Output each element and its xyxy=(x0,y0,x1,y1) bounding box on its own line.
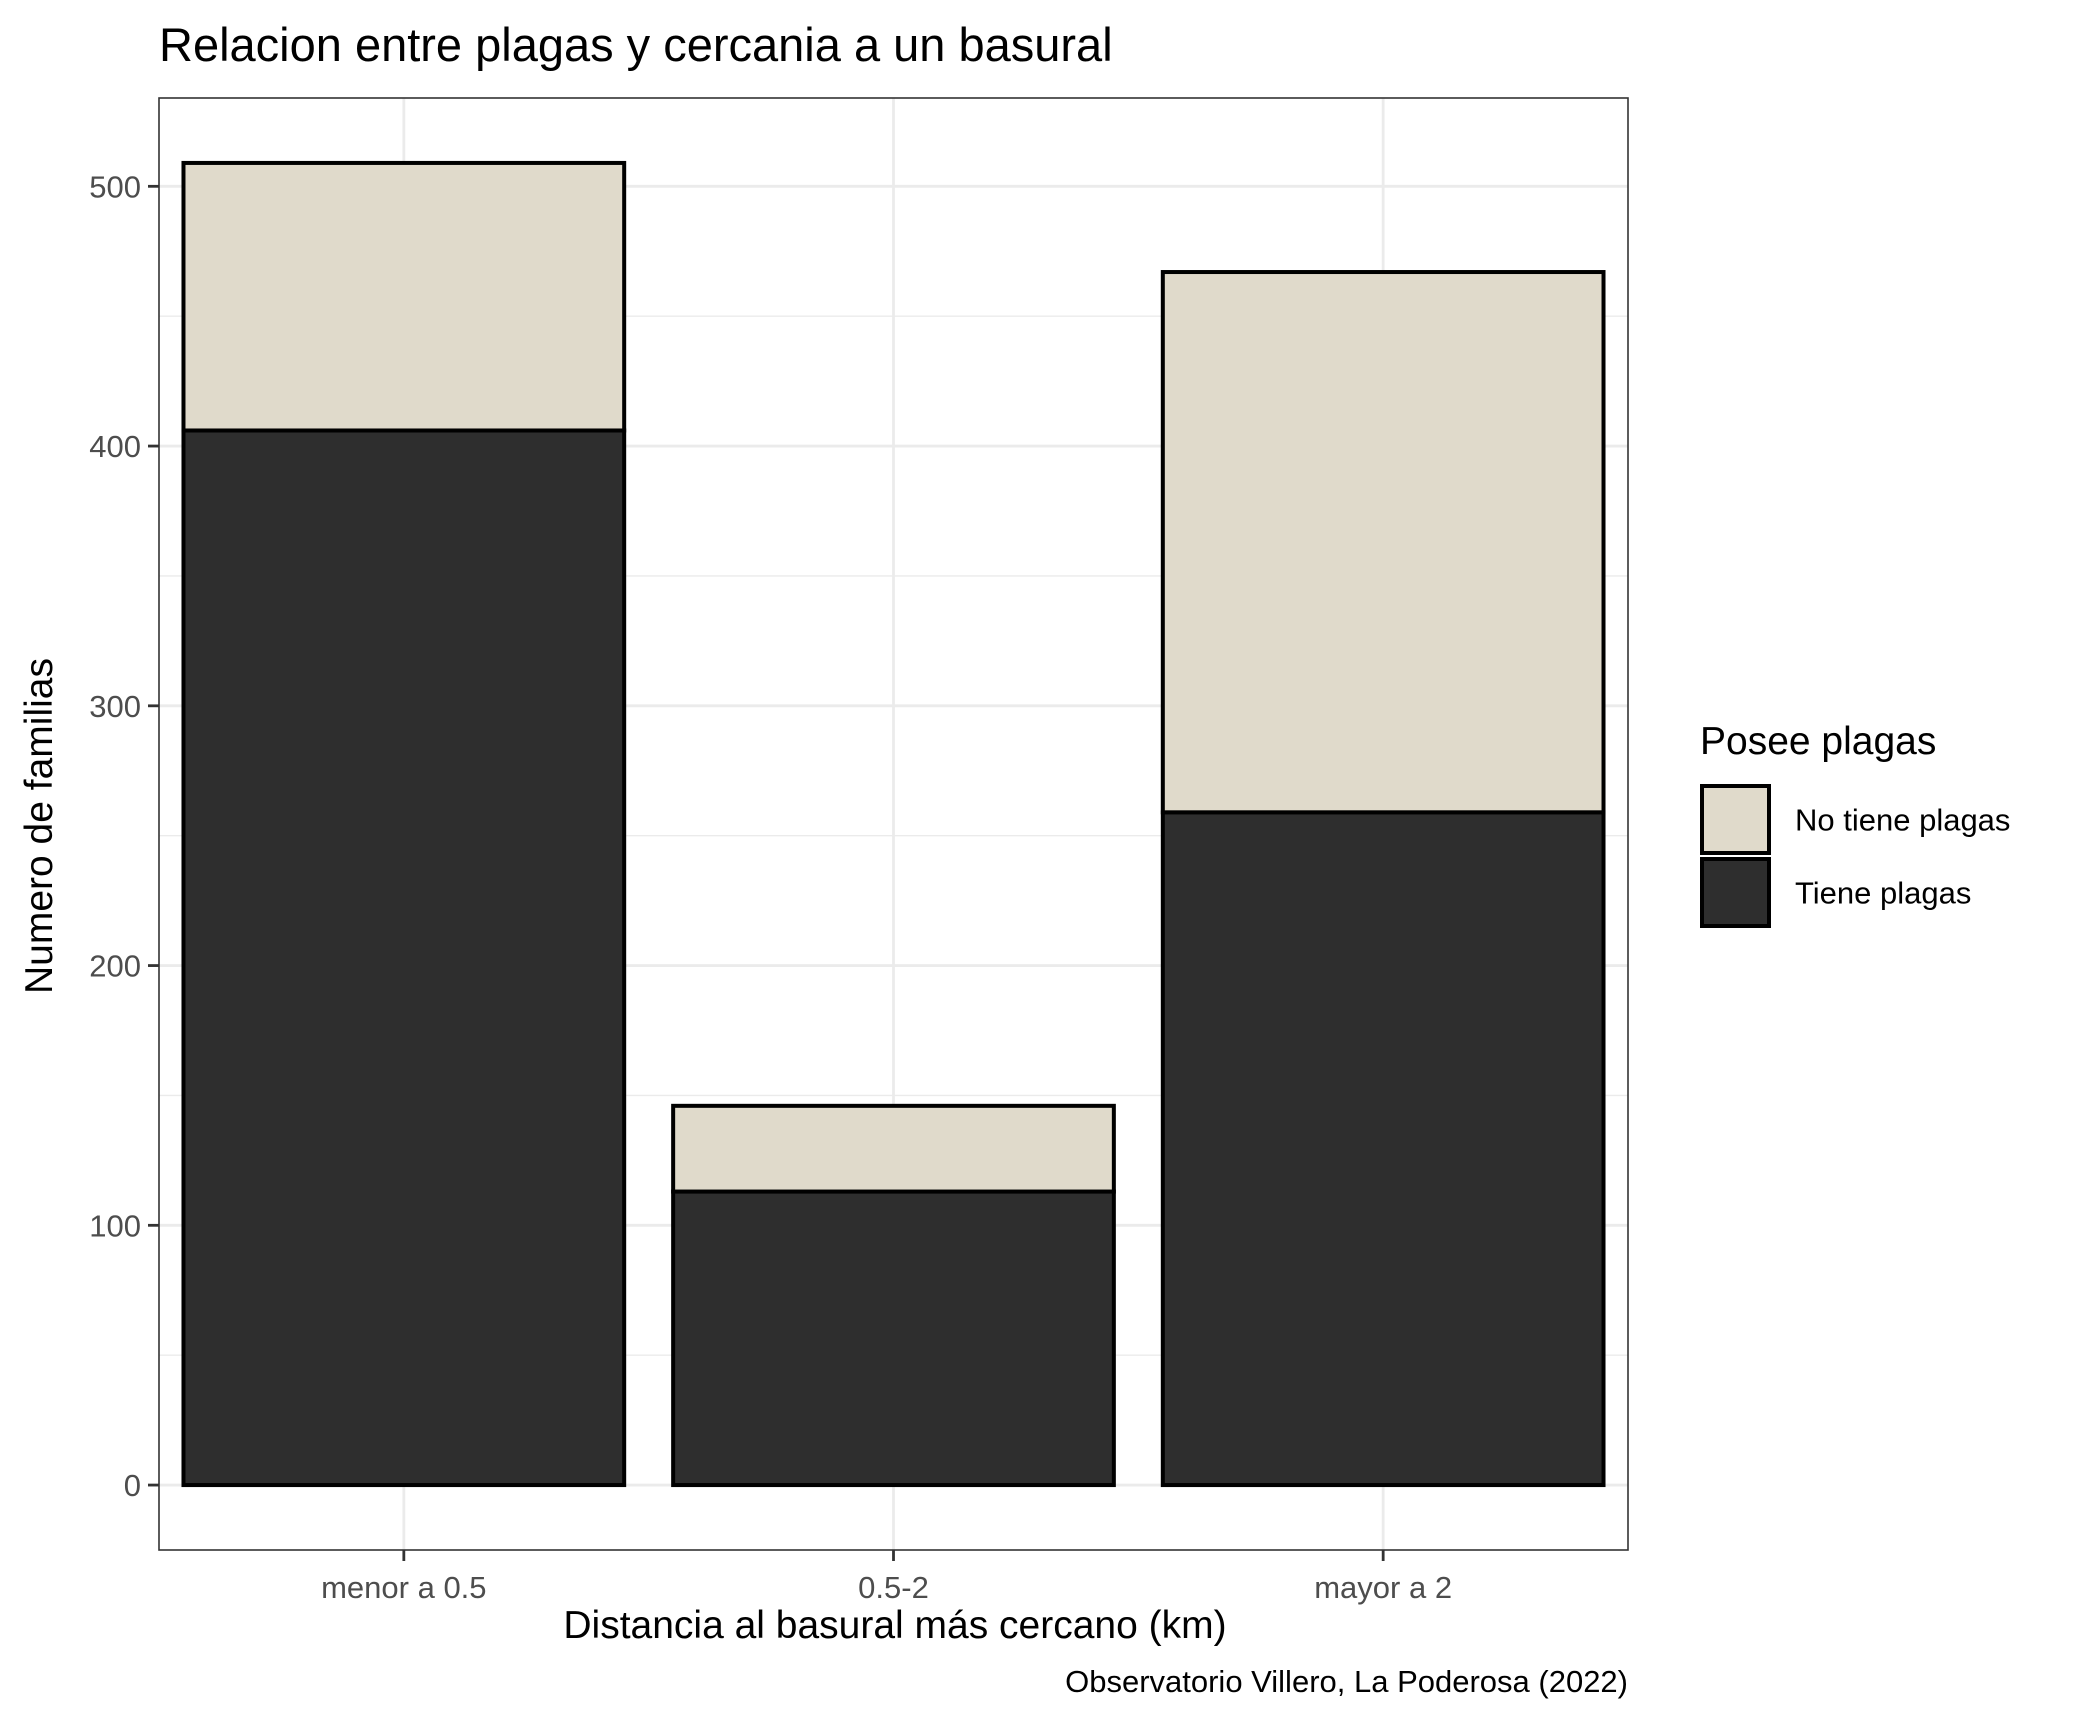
x-axis-title: Distancia al basural más cercano (km) xyxy=(563,1604,1226,1647)
bar-segment xyxy=(1160,270,1606,815)
plot-panel xyxy=(158,97,1629,1551)
y-tick-label: 500 xyxy=(89,169,141,204)
y-tick-label: 0 xyxy=(124,1468,141,1503)
legend-items: No tiene plagas Tiene plagas xyxy=(1700,784,2010,928)
y-tick-label: 200 xyxy=(89,949,141,984)
x-tick-label: 0.5-2 xyxy=(858,1570,929,1605)
bar-segment xyxy=(671,1103,1116,1194)
bar-segment xyxy=(671,1189,1116,1488)
bar-segment xyxy=(1160,810,1606,1488)
y-tick-label: 100 xyxy=(89,1208,141,1243)
y-axis-title: Numero de familias xyxy=(18,658,61,994)
legend-label: Tiene plagas xyxy=(1795,876,1971,911)
legend: Posee plagas No tiene plagas Tiene plagas xyxy=(1700,720,2010,928)
x-axis: menor a 0.5 0.5-2 mayor a 2 xyxy=(321,1550,1452,1605)
x-tick-label: mayor a 2 xyxy=(1314,1570,1452,1605)
bar-segment xyxy=(181,428,627,1488)
legend-key xyxy=(1700,784,1771,855)
legend-label: No tiene plagas xyxy=(1795,803,2010,838)
y-tick-label: 400 xyxy=(89,429,141,464)
bar-segment xyxy=(181,160,627,433)
chart-title: Relacion entre plagas y cercania a un ba… xyxy=(159,18,1113,71)
y-axis: 0 100 200 300 400 500 xyxy=(89,169,159,1503)
chart-caption: Observatorio Villero, La Poderosa (2022) xyxy=(1065,1664,1628,1699)
y-tick-label: 300 xyxy=(89,689,141,724)
legend-key xyxy=(1700,857,1771,928)
x-tick-label: menor a 0.5 xyxy=(321,1570,486,1605)
legend-title: Posee plagas xyxy=(1700,720,1936,763)
